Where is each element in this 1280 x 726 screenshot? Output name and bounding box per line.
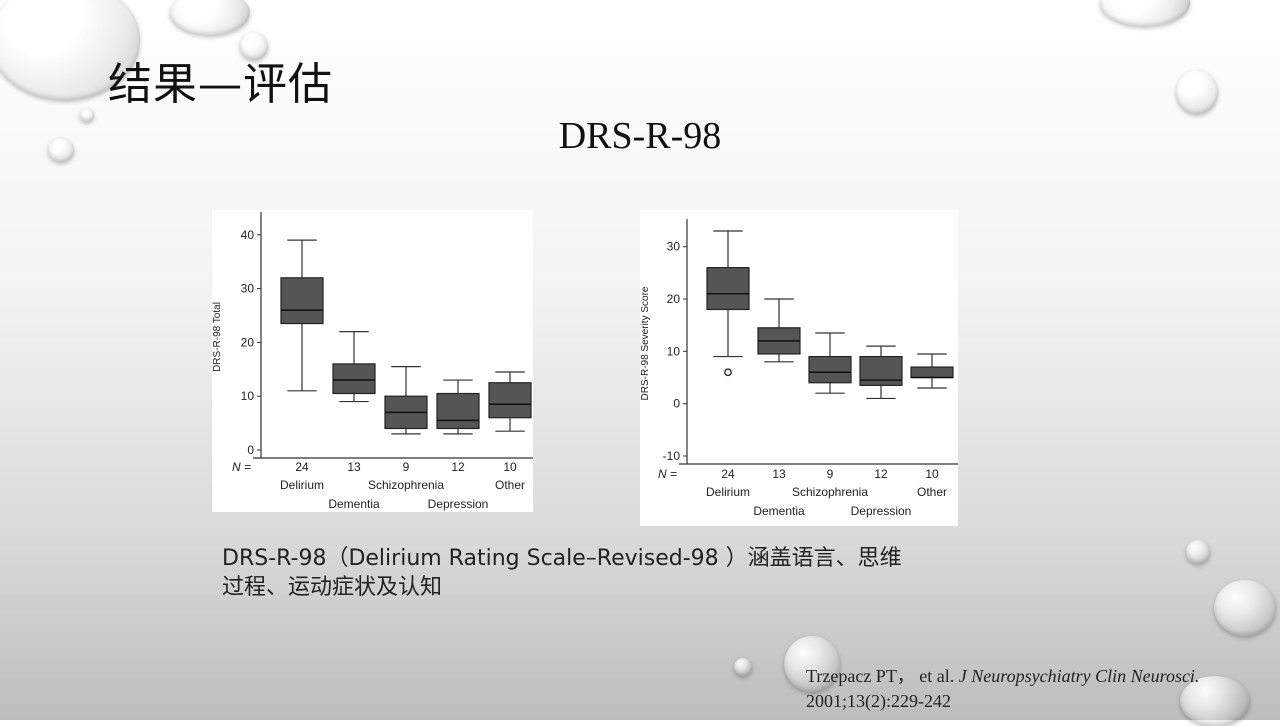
category-label: Dementia xyxy=(328,497,380,511)
water-drop-decoration xyxy=(80,108,94,122)
box-iqr xyxy=(488,382,532,419)
y-tick-label: 0 xyxy=(247,443,254,457)
boxplot-severity-svg: -10 0 10 20 30 DRS-R-98 Severity Score N = 24 De… xyxy=(640,219,958,518)
category-label: Depression xyxy=(851,504,912,518)
box-iqr xyxy=(332,363,376,395)
citation-line-1: Trzepacz PT， et al. J Neuropsychiatry Cl… xyxy=(806,664,1276,689)
n-label: N = xyxy=(232,460,251,474)
n-value: 12 xyxy=(451,460,465,474)
y-tick-label: 20 xyxy=(667,292,681,306)
category-label: Other xyxy=(917,485,947,499)
box-iqr xyxy=(436,392,480,430)
category-label: Other xyxy=(495,478,525,492)
water-drop-decoration xyxy=(48,138,74,162)
slide-caption: DRS-R-98（Delirium Rating Scale–Revised-9… xyxy=(222,544,942,602)
n-value: 13 xyxy=(347,460,361,474)
n-value: 10 xyxy=(925,467,939,481)
n-label: N = xyxy=(658,467,677,481)
y-tick-label: -10 xyxy=(663,449,681,463)
water-drop-decoration xyxy=(1100,0,1190,26)
category-label: Schizophrenia xyxy=(792,485,868,499)
y-tick-label: 40 xyxy=(241,228,255,242)
n-value: 13 xyxy=(772,467,786,481)
category-label: Delirium xyxy=(280,478,324,492)
n-value: 9 xyxy=(403,460,410,474)
y-tick-label: 30 xyxy=(241,282,255,296)
citation-authors: Trzepacz PT， et al. xyxy=(806,666,959,686)
y-axis-label: DRS-R-98 Total xyxy=(212,302,223,372)
n-value: 24 xyxy=(721,467,735,481)
box-iqr xyxy=(808,355,852,384)
caption-line-1: DRS-R-98（Delirium Rating Scale–Revised-9… xyxy=(222,546,902,571)
caption-line-2: 过程、运动症状及认知 xyxy=(222,575,443,600)
category-label: Depression xyxy=(428,497,489,511)
y-tick-label: 30 xyxy=(667,240,681,254)
box-iqr xyxy=(859,355,903,386)
boxplot-severity-chart: -10 0 10 20 30 DRS-R-98 Severity Score N = 24 De… xyxy=(640,210,958,526)
box-outlier-point xyxy=(724,368,732,377)
boxplot-total-svg: 0 10 20 30 40 DRS-R-98 Total N = 24 Delirium 13 De… xyxy=(212,212,533,511)
water-drop-decoration xyxy=(1180,676,1250,726)
box-iqr xyxy=(706,267,750,311)
boxplot-total-chart: 0 10 20 30 40 DRS-R-98 Total N = 24 Delirium 13 De… xyxy=(212,210,533,512)
y-tick-label: 0 xyxy=(673,397,680,411)
citation: Trzepacz PT， et al. J Neuropsychiatry Cl… xyxy=(806,664,1276,714)
water-drop-decoration xyxy=(784,636,840,692)
n-value: 24 xyxy=(295,460,309,474)
box-iqr xyxy=(910,366,954,379)
citation-journal: J Neuropsychiatry Clin Neurosci. xyxy=(958,666,1200,686)
water-drop-decoration xyxy=(1176,70,1218,114)
n-value: 12 xyxy=(874,467,888,481)
water-drop-decoration xyxy=(1214,580,1276,636)
category-label: Dementia xyxy=(753,504,805,518)
n-value: 10 xyxy=(503,460,517,474)
y-tick-label: 10 xyxy=(241,389,255,403)
n-value: 9 xyxy=(827,467,834,481)
water-drop-decoration xyxy=(240,32,268,60)
water-drop-decoration xyxy=(0,0,140,100)
slide-subtitle: DRS-R-98 xyxy=(558,115,722,157)
water-drop-decoration xyxy=(170,0,250,35)
y-tick-label: 10 xyxy=(667,344,681,358)
water-drop-decoration xyxy=(734,658,752,676)
y-tick-label: 20 xyxy=(241,335,255,349)
category-label: Delirium xyxy=(706,485,750,499)
y-axis-label: DRS-R-98 Severity Score xyxy=(640,286,651,400)
slide-heading: 结果—评估 xyxy=(108,59,333,110)
citation-detail: 2001;13(2):229-242 xyxy=(806,691,951,711)
box-iqr xyxy=(280,277,324,325)
category-label: Schizophrenia xyxy=(368,478,444,492)
water-drop-decoration xyxy=(1186,540,1210,564)
